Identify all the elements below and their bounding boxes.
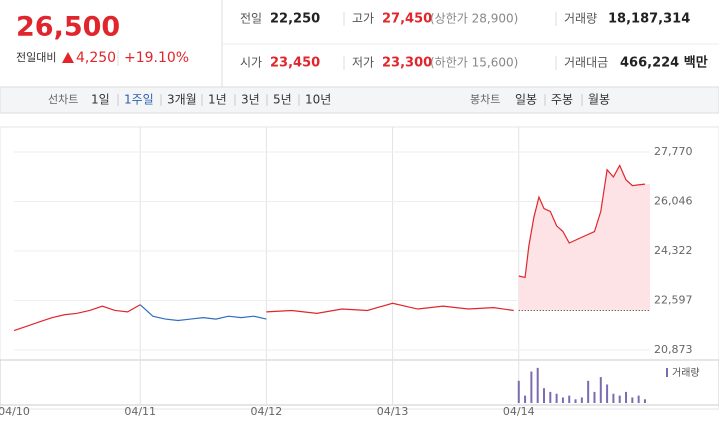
volume-bar xyxy=(606,384,609,403)
cell-label: 시가 xyxy=(240,56,262,70)
cell-label: 거래대금 xyxy=(564,56,608,70)
cell-label: 저가 xyxy=(352,56,374,70)
price: 26,500 xyxy=(16,12,120,43)
volume-bar xyxy=(599,377,602,403)
price-line xyxy=(139,304,267,322)
price-line xyxy=(518,164,646,279)
volume-bar xyxy=(517,380,520,403)
cell-value: 27,450 xyxy=(382,12,432,27)
y-tick-label: 26,046 xyxy=(654,194,693,207)
tab-bar xyxy=(0,86,719,114)
y-tick-label: 24,322 xyxy=(654,244,693,257)
chart-frame xyxy=(0,126,719,410)
area xyxy=(518,165,650,311)
volume-bar xyxy=(543,388,545,403)
legend-label: 거래량 xyxy=(672,367,700,379)
tab[interactable]: 3년 xyxy=(241,93,260,107)
x-tick-label: 04/12 xyxy=(251,405,283,418)
x-tick-label: 04/11 xyxy=(124,405,156,418)
tab[interactable]: 10년 xyxy=(305,93,331,107)
volume-bar xyxy=(549,391,552,403)
volume-bar xyxy=(618,395,621,403)
tab[interactable]: 1일 xyxy=(91,93,110,107)
volume-bar xyxy=(524,395,527,403)
volume-bar xyxy=(587,380,590,403)
cell-note: (상한가 28,900) xyxy=(430,12,518,26)
price-line xyxy=(13,304,141,332)
up-icon xyxy=(62,52,74,63)
volume-bar xyxy=(637,395,640,403)
volume-bar xyxy=(593,391,596,403)
volume-bar xyxy=(631,397,634,403)
price-line xyxy=(266,302,514,314)
volume-bar xyxy=(530,371,533,403)
legend-swatch xyxy=(666,368,668,377)
cell-value: 23,300 xyxy=(382,56,432,71)
tab[interactable]: 주봉 xyxy=(551,93,573,107)
y-tick-label: 22,597 xyxy=(654,294,693,307)
x-tick-label: 04/14 xyxy=(503,405,535,418)
volume-bar xyxy=(536,367,539,403)
cell-label: 전일 xyxy=(240,12,262,26)
volume-bar xyxy=(643,399,646,403)
y-tick-label: 20,873 xyxy=(654,343,693,356)
tab[interactable]: 3개월 xyxy=(167,93,197,107)
cell-value: 18,187,314 xyxy=(608,12,690,27)
cell-note: (하한가 15,600) xyxy=(430,56,518,70)
tab[interactable]: 5년 xyxy=(273,93,292,107)
tab[interactable]: 1주일 xyxy=(124,93,154,107)
cell-label: 고가 xyxy=(352,12,374,26)
tab-group-label: 봉차트 xyxy=(470,93,500,106)
volume-bar xyxy=(612,393,615,403)
cell-value: 22,250 xyxy=(270,12,320,27)
volume-bar xyxy=(580,397,583,403)
volume-bar xyxy=(561,397,564,403)
cell-label: 거래량 xyxy=(564,12,597,26)
tab[interactable]: 월봉 xyxy=(588,93,610,107)
x-tick-label: 04/10 xyxy=(0,405,30,418)
volume-bar xyxy=(568,395,571,403)
cell-value: 23,450 xyxy=(270,56,320,71)
tab-group-label: 선차트 xyxy=(48,93,78,106)
change-label: 전일대비 xyxy=(16,50,56,64)
y-tick-label: 27,770 xyxy=(654,145,693,158)
volume-bar xyxy=(625,391,628,403)
volume-bar xyxy=(555,393,558,403)
volume-frame xyxy=(0,359,719,406)
change-pct: +19.10% xyxy=(124,50,189,66)
tab[interactable]: 일봉 xyxy=(515,93,537,107)
volume-bar xyxy=(574,399,577,403)
tab[interactable]: 1년 xyxy=(208,93,227,107)
cell-value: 466,224 백만 xyxy=(620,55,708,71)
change: 4,250 xyxy=(76,50,116,66)
x-tick-label: 04/13 xyxy=(377,405,409,418)
